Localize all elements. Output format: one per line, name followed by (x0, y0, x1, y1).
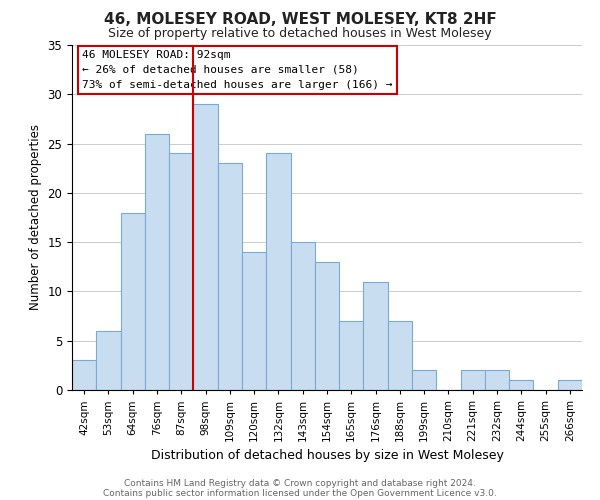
Bar (485, 370, 509, 390)
Bar (96, 331, 121, 390)
Bar (169, 154, 193, 390)
Text: 46, MOLESEY ROAD, WEST MOLESEY, KT8 2HF: 46, MOLESEY ROAD, WEST MOLESEY, KT8 2HF (104, 12, 496, 28)
Text: Size of property relative to detached houses in West Molesey: Size of property relative to detached ho… (108, 28, 492, 40)
Bar (509, 380, 533, 390)
Bar (121, 212, 145, 390)
Bar (315, 262, 339, 390)
Bar (72, 360, 96, 390)
Text: 46 MOLESEY ROAD: 92sqm
← 26% of detached houses are smaller (58)
73% of semi-det: 46 MOLESEY ROAD: 92sqm ← 26% of detached… (82, 50, 392, 90)
Text: Contains HM Land Registry data © Crown copyright and database right 2024.: Contains HM Land Registry data © Crown c… (124, 478, 476, 488)
Bar (364, 282, 388, 390)
Bar (290, 242, 315, 390)
Bar (339, 321, 364, 390)
Bar (388, 321, 412, 390)
Bar (145, 134, 169, 390)
Bar (242, 252, 266, 390)
Bar (461, 370, 485, 390)
Bar (218, 164, 242, 390)
Bar (266, 154, 290, 390)
Y-axis label: Number of detached properties: Number of detached properties (29, 124, 42, 310)
Bar (558, 380, 582, 390)
Bar (193, 104, 218, 390)
X-axis label: Distribution of detached houses by size in West Molesey: Distribution of detached houses by size … (151, 450, 503, 462)
Text: Contains public sector information licensed under the Open Government Licence v3: Contains public sector information licen… (103, 488, 497, 498)
Bar (412, 370, 436, 390)
